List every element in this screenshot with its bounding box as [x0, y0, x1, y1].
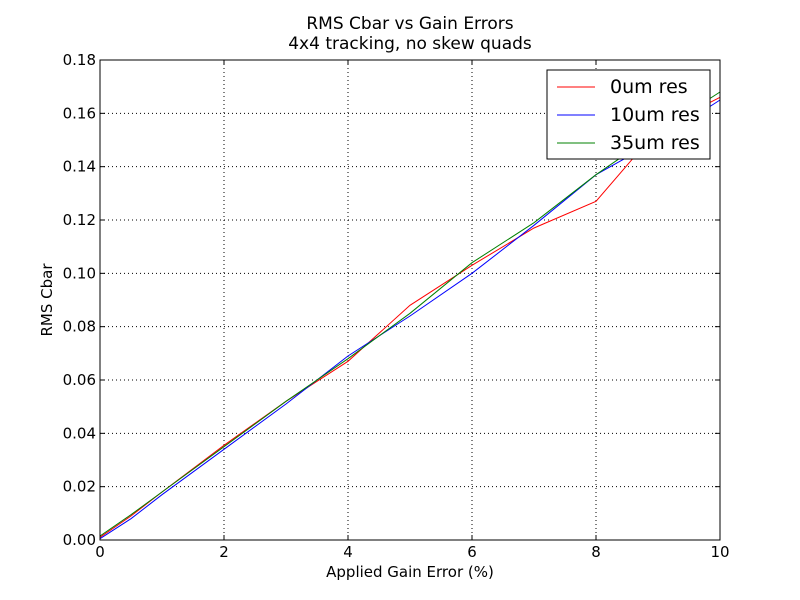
legend-label-0um-res: 0um res: [610, 76, 688, 98]
legend: 0um res 10um res 35um res: [546, 69, 711, 160]
x-tick-label: 6: [467, 543, 477, 561]
y-tick-label: 0.18: [63, 51, 96, 69]
x-tick-label: 2: [219, 543, 229, 561]
y-tick-label: 0.02: [63, 478, 96, 496]
legend-label-35um-res: 35um res: [610, 132, 700, 154]
axis-ticks: 0 2 4 6 8 10 0.00 0.02 0.04 0.06 0.08 0.10 0.12 0.14 0…: [63, 51, 730, 561]
y-tick-label: 0.06: [63, 371, 96, 389]
x-axis-label: Applied Gain Error (%): [326, 563, 494, 581]
y-axis-label: RMS Cbar: [38, 263, 56, 337]
chart-subtitle: 4x4 tracking, no skew quads: [288, 34, 532, 54]
y-tick-label: 0.16: [63, 104, 96, 122]
x-tick-label: 4: [343, 543, 353, 561]
series-line-0um-res: [99, 96, 721, 538]
y-tick-label: 0.10: [63, 264, 96, 282]
y-tick-label: 0.00: [63, 531, 96, 549]
x-tick-label: 8: [591, 543, 601, 561]
y-tick-label: 0.04: [63, 424, 96, 442]
chart-title: RMS Cbar vs Gain Errors: [306, 14, 513, 34]
y-tick-label: 0.12: [63, 211, 96, 229]
y-tick-label: 0.08: [63, 318, 96, 336]
series-line-35um-res: [99, 91, 721, 537]
x-tick-label: 0: [95, 543, 105, 561]
y-tick-label: 0.14: [63, 158, 96, 176]
legend-label-10um-res: 10um res: [610, 104, 700, 126]
series-lines: [99, 91, 721, 540]
plot-frame: [99, 59, 721, 541]
x-tick-label: 10: [710, 543, 729, 561]
